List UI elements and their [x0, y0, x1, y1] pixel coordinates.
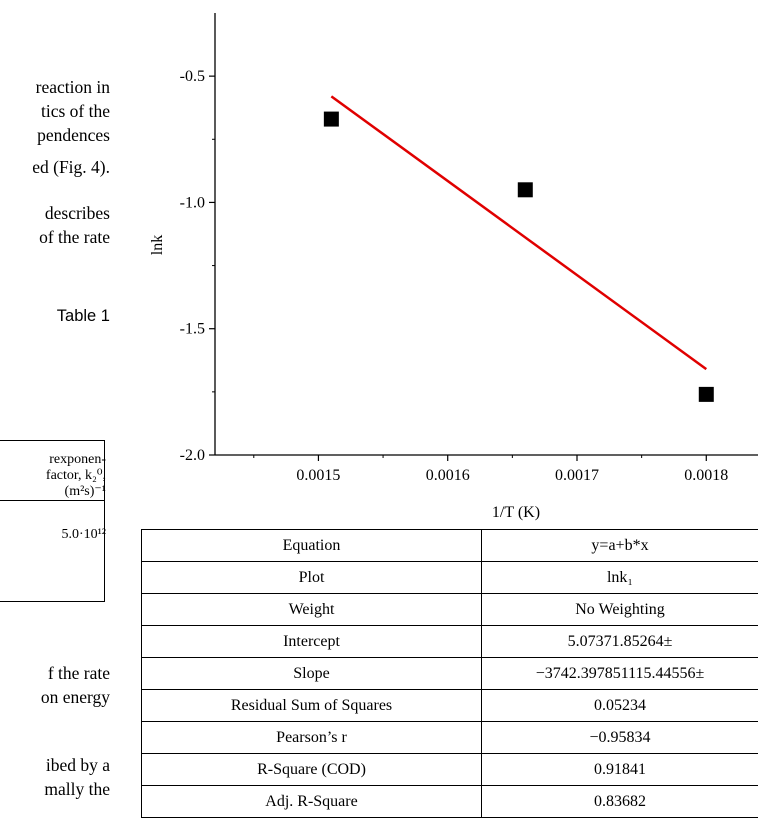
fit-line — [330, 95, 708, 371]
stats-label: R-Square (COD) — [141, 753, 482, 786]
stats-value: lnk₁ — [481, 561, 758, 594]
text-line: reaction in — [35, 77, 110, 97]
data-point — [517, 182, 533, 198]
stats-label: Intercept — [141, 625, 482, 658]
stats-row: Plot lnk₁ — [141, 561, 758, 594]
stats-value: −0.95834 — [481, 721, 758, 754]
stats-value: 0.05234 — [481, 689, 758, 722]
stats-row: R-Square (COD) 0.91841 — [141, 753, 758, 786]
scatter-chart: -0.5 -1.0 -1.5 -2.0 0.0015 0.0016 0.0017 0.0018… — [149, 13, 758, 521]
text-line: of the rate — [39, 227, 110, 247]
table-header-line: rexponen- — [49, 452, 106, 467]
y-tick-label: -2.0 — [180, 447, 205, 464]
y-tick-label: -1.5 — [180, 321, 205, 338]
data-point — [323, 111, 339, 127]
stats-value: 0.83682 — [481, 785, 758, 818]
x-tick-label: 0.0015 — [296, 467, 340, 484]
stats-label: Pearson’s r — [141, 721, 482, 754]
text-line: ed (Fig. 4). — [32, 157, 110, 177]
data-point — [698, 386, 714, 402]
stats-value: 0.91841 — [481, 753, 758, 786]
stats-row: Slope −3742.397851115.44556± — [141, 657, 758, 690]
stats-row: Weight No Weighting — [141, 593, 758, 626]
table-header-line: (m²s)⁻¹ — [64, 484, 106, 499]
left-text-column: reaction in tics of the pendences ed (Fi… — [0, 0, 110, 823]
stats-row: Intercept 5.07371.85264± — [141, 625, 758, 658]
plot-area: -0.5 -1.0 -1.5 -2.0 0.0015 0.0016 0.0017 0.0018 — [180, 13, 758, 484]
x-tick-label: 0.0018 — [684, 467, 728, 484]
y-axis-label: lnk — [149, 235, 166, 255]
y-tick-label: -0.5 — [180, 68, 205, 85]
stats-row: Adj. R-Square 0.83682 — [141, 785, 758, 818]
stats-row: Residual Sum of Squares 0.05234 — [141, 689, 758, 722]
table-header-line: factor, k₂⁰, — [45, 468, 106, 483]
text-line: ibed by a — [45, 755, 110, 775]
stats-label: Weight — [141, 593, 482, 626]
stats-row: Equation y=a+b*x — [141, 529, 758, 562]
table-fragment — [0, 440, 105, 602]
text-line: tics of the — [40, 101, 110, 121]
text-line: mally the — [44, 779, 110, 799]
regression-stats-table: Equation y=a+b*x Plot lnk₁ Weight No Weightin… — [141, 529, 758, 818]
text-line: f the rate — [47, 663, 110, 683]
stats-row: Pearson’s r −0.95834 — [141, 721, 758, 754]
y-tick-label: -1.0 — [180, 194, 205, 211]
text-line: on energy — [40, 687, 110, 707]
x-axis-label: 1/T (K) — [492, 504, 540, 521]
table-value: 5.0·10¹² — [61, 527, 106, 542]
text-line: pendences — [37, 125, 110, 145]
x-tick-label: 0.0016 — [426, 467, 470, 484]
stats-value: y=a+b*x — [481, 529, 758, 562]
stats-value: No Weighting — [481, 593, 758, 626]
stats-label: Slope — [141, 657, 482, 690]
stats-value: 5.07371.85264± — [481, 625, 758, 658]
stats-label: Plot — [141, 561, 482, 594]
table-divider — [0, 500, 104, 501]
stats-value: −3742.397851115.44556± — [481, 657, 758, 690]
x-tick-label: 0.0017 — [555, 467, 599, 484]
stats-label: Residual Sum of Squares — [141, 689, 482, 722]
table-caption: Table 1 — [56, 307, 110, 325]
stats-label: Adj. R-Square — [141, 785, 482, 818]
stats-label: Equation — [141, 529, 482, 562]
text-line: describes — [44, 203, 110, 223]
